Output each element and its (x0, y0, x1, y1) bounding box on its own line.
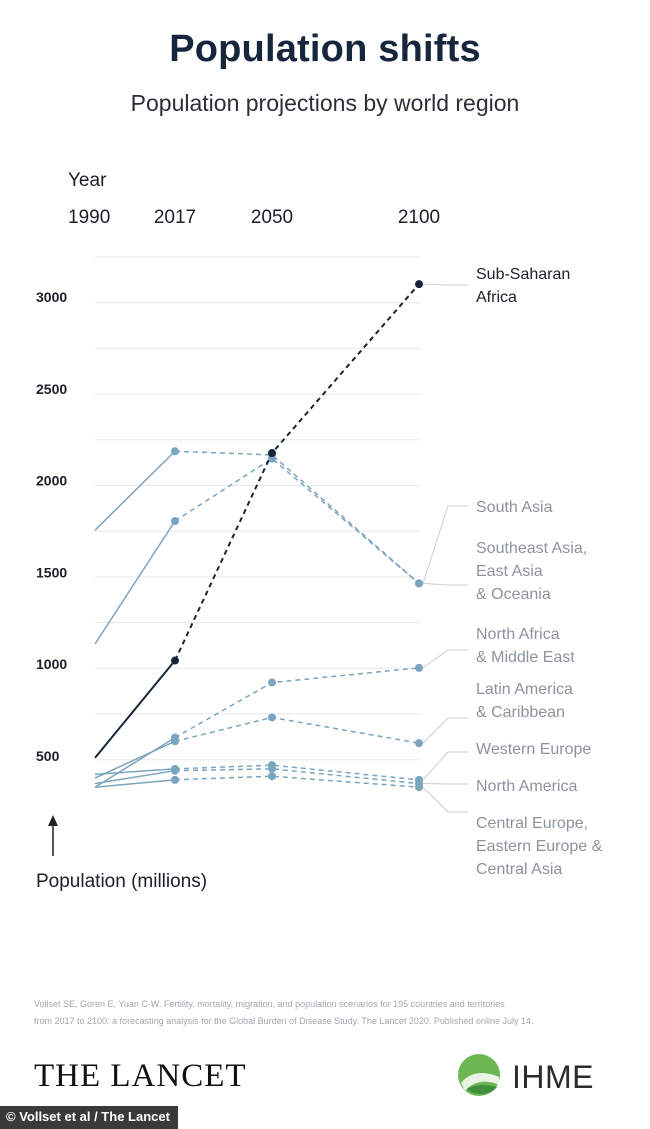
y-tick-label: 3000 (36, 289, 67, 305)
y-tick-label: 500 (36, 748, 60, 764)
arrow-head-icon (48, 815, 58, 826)
photo-credit: © Vollset et al / The Lancet (0, 1106, 178, 1129)
lancet-logo: THE LANCET (34, 1058, 247, 1094)
data-point (171, 516, 179, 525)
data-point (268, 713, 276, 722)
series-label: Western Europe (476, 741, 591, 758)
series-label: & Oceania (476, 586, 551, 603)
x-tick-label: 2100 (398, 207, 440, 228)
series-label: & Caribbean (476, 704, 565, 721)
series-line-historic (94, 740, 176, 779)
series-label: Africa (476, 289, 517, 306)
data-point (268, 764, 276, 773)
label-leader-line (422, 717, 468, 744)
chart-title: Population shifts (169, 28, 481, 70)
x-tick-label: 1990 (68, 207, 110, 228)
series-line-projection (174, 667, 420, 739)
citation: Vollset SE, Goren E, Yuan C-W. Fertility… (34, 996, 634, 1030)
citation-line-1: Vollset SE, Goren E, Yuan C-W. Fertility… (34, 999, 505, 1009)
series-line-historic (94, 769, 176, 785)
series-label: South Asia (476, 499, 553, 516)
data-point (171, 775, 179, 784)
series-line-historic (94, 779, 176, 788)
y-tick-label: 2000 (36, 473, 67, 489)
series-label: Southeast Asia, (476, 540, 587, 557)
citation-line-2: from 2017 to 2100: a forecasting analysi… (34, 1016, 534, 1026)
x-tick-label: 2050 (251, 207, 293, 228)
label-leader-line (422, 283, 468, 286)
x-tick-label: 2017 (154, 207, 196, 228)
series-line-projection (174, 283, 420, 661)
chart-subtitle: Population projections by world region (130, 90, 520, 116)
data-point (415, 739, 423, 748)
series-label: North America (476, 778, 577, 795)
series-label: North Africa (476, 626, 560, 643)
data-point (415, 783, 423, 792)
data-point (268, 449, 276, 458)
y-tick-label: 1000 (36, 656, 67, 672)
series-label: Sub-Saharan (476, 266, 570, 283)
y-axis-label: Population (millions) (36, 871, 207, 892)
x-axis-label: Year (68, 170, 107, 191)
series-line-projection (174, 457, 420, 584)
series-line-projection (174, 775, 420, 788)
series-line-projection (174, 716, 420, 744)
data-point (171, 447, 179, 456)
series-line-historic (94, 520, 176, 645)
y-tick-label: 2500 (36, 381, 67, 397)
series-label: East Asia (476, 563, 543, 580)
label-leader-line (422, 505, 468, 584)
line-chart: 1990 2017 2050 2100 500 1000 1500 2000 2500 3000 P… (36, 207, 603, 892)
series-line-projection (174, 764, 420, 781)
data-point (415, 280, 423, 289)
series-line-historic (94, 737, 176, 788)
series-line-historic (94, 768, 176, 776)
series-label: & Middle East (476, 649, 575, 666)
series-label: Central Europe, (476, 815, 588, 832)
label-leader-line (422, 582, 468, 586)
y-tick-label: 1500 (36, 564, 67, 580)
series-label: Eastern Europe & (476, 838, 603, 855)
data-point (415, 663, 423, 672)
series-label: Latin America (476, 681, 573, 698)
data-point (171, 656, 179, 665)
ihme-leaf-icon (458, 1054, 500, 1096)
label-leader-line (422, 786, 468, 813)
series-line-historic (94, 450, 176, 531)
ihme-logo-text: IHME (512, 1059, 594, 1095)
series-line-historic (94, 659, 176, 759)
data-point (171, 766, 179, 775)
label-leader-line (422, 751, 468, 781)
label-leader-line (422, 649, 468, 669)
data-point (415, 579, 423, 588)
data-point (268, 678, 276, 687)
series-line-projection (174, 450, 420, 584)
series-label: Central Asia (476, 861, 562, 878)
data-point (171, 737, 179, 746)
data-point (268, 772, 276, 781)
